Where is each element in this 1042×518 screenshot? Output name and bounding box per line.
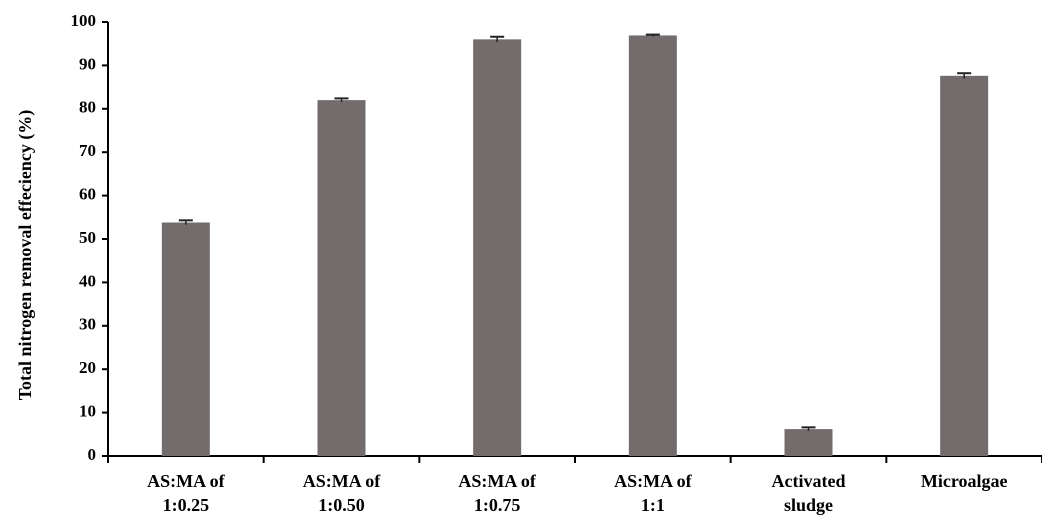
y-axis-title-group: Total nitrogen removal effeciency (%) [15,110,36,401]
x-category-label: 1:0.25 [163,495,210,515]
x-category-label: AS:MA of [458,471,536,491]
y-tick-label: 30 [79,315,96,334]
bar [628,35,677,456]
y-tick-label: 0 [88,445,97,464]
x-category-label: AS:MA of [303,471,381,491]
x-category-label: 1:0.75 [474,495,521,515]
y-tick-label: 50 [79,228,96,247]
x-category-label: Activated [772,471,846,491]
error-bars [178,33,972,431]
x-category-label: 1:0.50 [318,495,365,515]
x-category-label: AS:MA of [147,471,225,491]
y-tick-label: 40 [79,271,96,290]
x-category-label: 1:1 [641,495,665,515]
y-tick-label: 80 [79,98,96,117]
y-tick-label: 20 [79,358,96,377]
y-tick-label: 70 [79,141,96,160]
y-tick-label: 10 [79,402,96,421]
x-category-label: AS:MA of [614,471,692,491]
x-category-label: Microalgae [921,471,1008,491]
bar [317,100,366,457]
x-category-label: sludge [784,495,833,515]
bar [784,429,833,456]
y-tick-label: 60 [79,185,96,204]
bar [940,75,989,456]
bar [473,39,522,457]
y-tick-label: 90 [79,54,96,73]
bar [161,222,210,456]
y-ticks: 0 10 20 30 40 50 60 70 80 90 100 [71,11,108,464]
bars [161,35,989,457]
axes [107,22,1042,463]
y-axis-title: Total nitrogen removal effeciency (%) [15,110,36,401]
x-labels: AS:MA of 1:0.25 AS:MA of 1:0.50 AS:MA of 1:0.… [147,471,1007,515]
y-tick-label: 100 [71,11,97,30]
